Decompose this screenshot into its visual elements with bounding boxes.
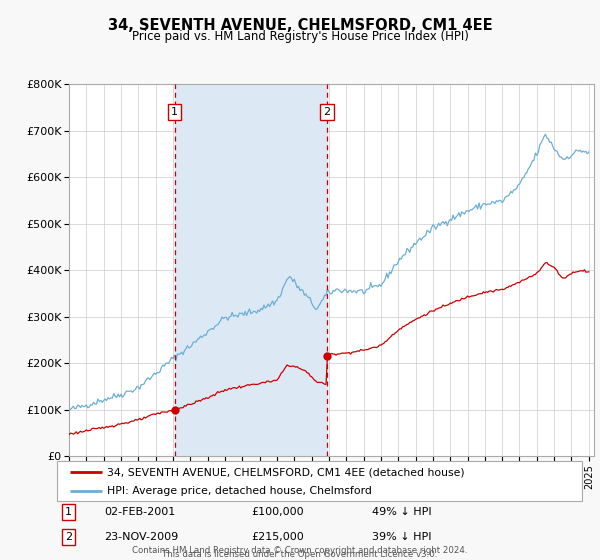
Text: 1: 1 [65,507,72,517]
Text: Contains HM Land Registry data © Crown copyright and database right 2024.: Contains HM Land Registry data © Crown c… [132,545,468,554]
Text: £100,000: £100,000 [251,507,304,517]
Text: 34, SEVENTH AVENUE, CHELMSFORD, CM1 4EE (detached house): 34, SEVENTH AVENUE, CHELMSFORD, CM1 4EE … [107,467,464,477]
Text: 2: 2 [65,532,72,542]
Text: 39% ↓ HPI: 39% ↓ HPI [372,532,431,542]
Text: 2: 2 [323,107,331,117]
FancyBboxPatch shape [57,461,582,501]
Text: 02-FEB-2001: 02-FEB-2001 [104,507,176,517]
Text: HPI: Average price, detached house, Chelmsford: HPI: Average price, detached house, Chel… [107,486,372,496]
Text: 49% ↓ HPI: 49% ↓ HPI [372,507,431,517]
Text: 1: 1 [171,107,178,117]
Text: This data is licensed under the Open Government Licence v3.0.: This data is licensed under the Open Gov… [163,550,437,559]
Bar [175,84,327,456]
Text: 23-NOV-2009: 23-NOV-2009 [104,532,179,542]
Text: 34, SEVENTH AVENUE, CHELMSFORD, CM1 4EE: 34, SEVENTH AVENUE, CHELMSFORD, CM1 4EE [107,18,493,33]
Text: £215,000: £215,000 [251,532,304,542]
Text: Price paid vs. HM Land Registry's House Price Index (HPI): Price paid vs. HM Land Registry's House … [131,30,469,43]
